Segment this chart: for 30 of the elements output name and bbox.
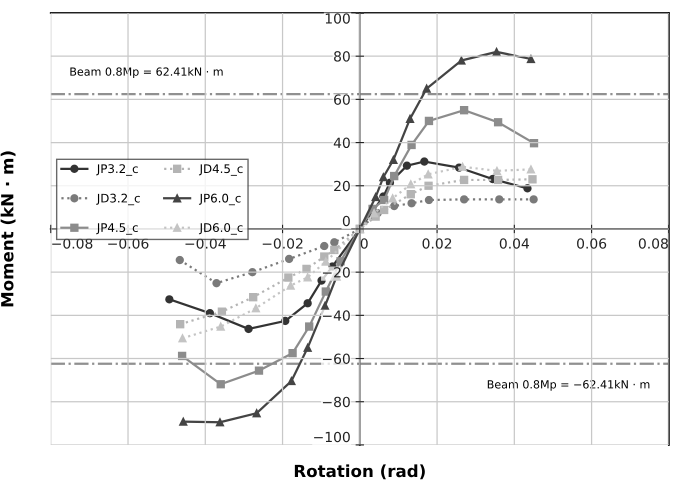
legend-label: JD4.5_c	[198, 164, 243, 176]
x-tick-label: −0.06	[108, 238, 148, 249]
legend-label: JD6.0_c	[198, 223, 243, 235]
x-tick-label: 0.02	[422, 238, 452, 249]
y-tick-label: 80	[334, 51, 350, 62]
y-tick-label: 100	[326, 13, 350, 24]
x-tick-label: −0.08	[52, 238, 92, 249]
ref-line-label: Beam 0.8Mp = −62.41kN · m	[488, 380, 650, 391]
y-tick-label: −60	[322, 354, 350, 364]
y-tick-label: −20	[322, 267, 350, 278]
x-tick-label: 0	[360, 238, 368, 249]
y-tick-label: 20	[334, 180, 350, 192]
y-tick-label: −100	[314, 432, 350, 442]
y-axis-title: Moment (kN · m)	[0, 151, 16, 306]
x-tick-label: 0.04	[500, 238, 530, 249]
y-tick-label: 60	[334, 94, 350, 105]
x-axis-title: Rotation (rad)	[294, 464, 425, 480]
y-tick-label: −80	[322, 396, 350, 408]
y-tick-label: −40	[322, 310, 350, 321]
legend-label: JP3.2_c	[96, 164, 138, 176]
y-tick-label: 0	[342, 216, 350, 226]
legend-label: JP6.0_c	[198, 194, 241, 206]
x-tick-label: 0.08	[638, 238, 668, 249]
x-tick-label: −0.02	[262, 238, 302, 249]
legend-label: JP4.5_c	[96, 223, 138, 235]
x-tick-label: 0.06	[577, 238, 606, 249]
x-tick-label: −0.04	[185, 238, 226, 249]
legend-label: JD3.2_c	[96, 194, 140, 206]
y-tick-label: 40	[334, 138, 350, 148]
ref-line-label: Beam 0.8Mp = 62.41kN · m	[70, 67, 223, 78]
